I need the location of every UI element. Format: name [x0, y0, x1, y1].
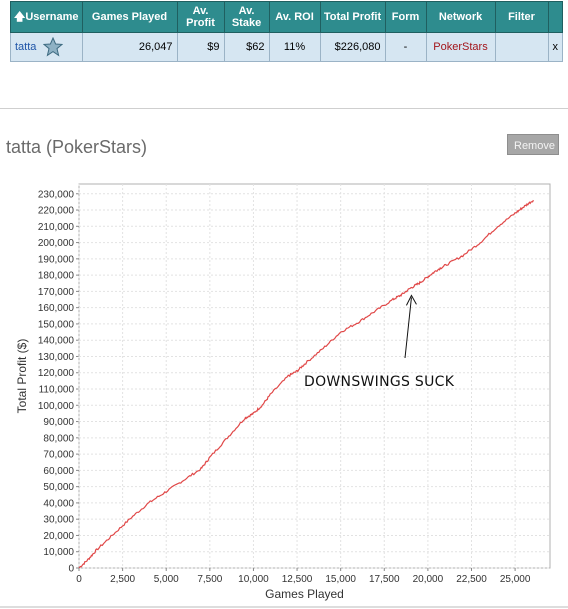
y-tick-label: 120,000	[38, 368, 75, 379]
stats-table: 🡅Username Games Played Av. Profit Av. St…	[10, 1, 563, 62]
y-tick-label: 130,000	[38, 352, 75, 363]
col-games-played-header[interactable]: Games Played	[81, 1, 178, 33]
annotation-arrow-shaft	[404, 297, 412, 359]
sort-up-arrow-icon[interactable]: 🡅	[14, 11, 26, 23]
cell-av-stake: $62	[223, 32, 270, 62]
y-tick-label: 170,000	[38, 287, 75, 298]
cell-games-played: 26,047	[81, 32, 178, 62]
col-remove-header	[547, 1, 563, 33]
x-tick-label: 17,500	[369, 574, 400, 585]
bottom-divider	[0, 606, 568, 608]
y-tick-label: 100,000	[38, 401, 75, 412]
player-title: tatta (PokerStars)	[6, 137, 148, 157]
y-axis-label: Total Profit ($)	[15, 339, 29, 414]
x-tick-label: 5,000	[154, 574, 179, 585]
x-tick-label: 25,000	[500, 574, 531, 585]
username-link[interactable]: tatta	[15, 40, 37, 53]
y-tick-label: 180,000	[38, 271, 75, 282]
x-tick-label: 2,500	[110, 574, 135, 585]
star-avatar-icon	[43, 36, 64, 57]
y-tick-label: 230,000	[38, 189, 75, 200]
x-tick-label: 10,000	[238, 574, 269, 585]
x-tick-label: 12,500	[282, 574, 313, 585]
y-tick-label: 90,000	[43, 417, 74, 428]
y-tick-label: 20,000	[43, 531, 74, 542]
x-tick-label: 0	[76, 574, 82, 585]
annotation-text: DOWNSWINGS SUCK	[304, 374, 455, 390]
col-av-stake-header[interactable]: Av. Stake	[223, 1, 270, 33]
table-header-row: 🡅Username Games Played Av. Profit Av. St…	[10, 1, 563, 33]
y-tick-label: 0	[68, 564, 74, 575]
y-tick-label: 160,000	[38, 303, 75, 314]
y-tick-label: 190,000	[38, 254, 75, 265]
col-username-header[interactable]: 🡅Username	[10, 1, 83, 33]
x-tick-label: 7,500	[197, 574, 222, 585]
cell-form: -	[384, 32, 427, 62]
y-tick-label: 10,000	[43, 547, 74, 558]
remove-button[interactable]: Remove	[507, 134, 559, 155]
x-tick-label: 20,000	[413, 574, 444, 585]
x-tick-label: 22,500	[456, 574, 487, 585]
profit-chart: 0 10,000 20,000 30,000 40,000 50,000 60,000 70,…	[15, 183, 551, 601]
y-tick-label: 30,000	[43, 515, 74, 526]
y-tick-label: 50,000	[43, 482, 74, 493]
col-form-header[interactable]: Form	[384, 1, 427, 33]
y-tick-label: 200,000	[38, 238, 75, 249]
y-tick-label: 60,000	[43, 466, 74, 477]
col-filter-header[interactable]: Filter	[494, 1, 549, 33]
cell-username: tatta	[10, 32, 83, 62]
y-tick-label: 40,000	[43, 498, 74, 509]
cell-av-profit: $9	[176, 32, 225, 62]
y-tick-label: 70,000	[43, 450, 74, 461]
remove-row-x[interactable]: x	[547, 32, 563, 62]
col-network-header[interactable]: Network	[425, 1, 496, 33]
section-divider	[0, 108, 568, 109]
y-tick-label: 140,000	[38, 336, 75, 347]
cell-filter	[494, 32, 549, 62]
y-tick-label: 150,000	[38, 319, 75, 330]
table-row: tatta 26,047 $9 $62 11% $226,080 - Poker…	[10, 32, 563, 62]
y-tick-label: 80,000	[43, 433, 74, 444]
x-tick-label: 15,000	[325, 574, 356, 585]
x-axis-label: Games Played	[265, 587, 344, 601]
cell-av-roi: 11%	[268, 32, 321, 62]
cell-network: PokerStars	[425, 32, 496, 62]
series-line	[78, 199, 534, 569]
col-total-profit-header[interactable]: Total Profit	[319, 1, 386, 33]
col-av-profit-header[interactable]: Av. Profit	[176, 1, 225, 33]
col-av-roi-header[interactable]: Av. ROI	[268, 1, 321, 33]
y-tick-label: 210,000	[38, 222, 75, 233]
y-tick-label: 220,000	[38, 206, 75, 217]
y-tick-label: 110,000	[39, 385, 75, 396]
annotation-arrow-head	[405, 294, 417, 306]
network-link[interactable]: PokerStars	[433, 41, 488, 53]
cell-total-profit: $226,080	[319, 32, 386, 62]
